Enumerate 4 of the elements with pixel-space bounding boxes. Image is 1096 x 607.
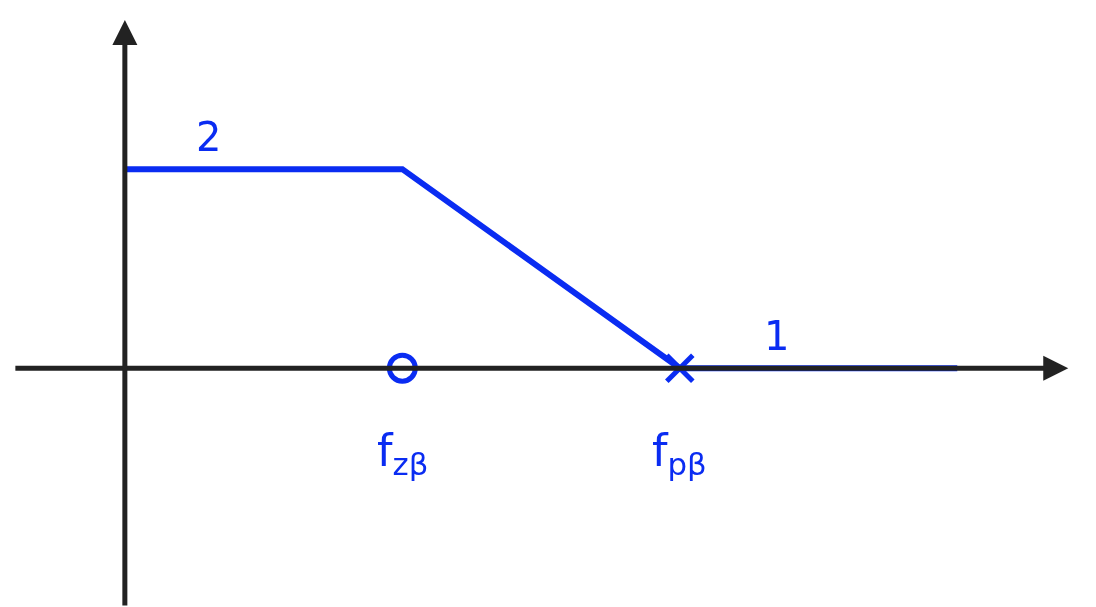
annotation: 1: [764, 313, 790, 359]
x-tick-label: f$_{pβ}$: [652, 425, 707, 483]
x-tick-label: f$_{zβ}$: [377, 425, 429, 483]
text: 2: [196, 114, 222, 160]
